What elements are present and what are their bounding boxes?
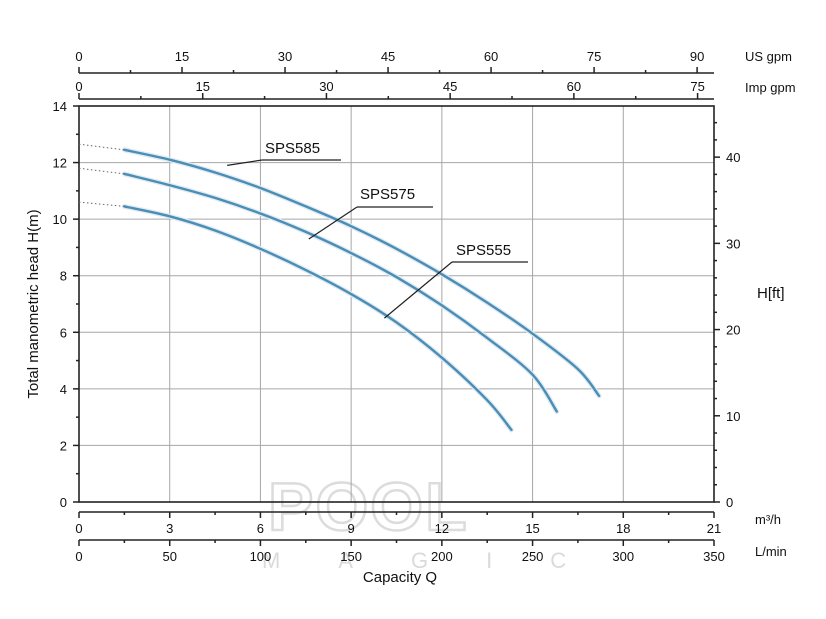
y-tick-label: 12 bbox=[53, 156, 67, 171]
impgpm-tick-label: 30 bbox=[319, 79, 333, 94]
lmin-unit-label: L/min bbox=[755, 544, 787, 559]
series-extrapolation bbox=[78, 201, 125, 207]
m3h-unit-label: m³/h bbox=[755, 512, 781, 527]
series-label-leader bbox=[308, 206, 358, 240]
y-tick-label: 8 bbox=[60, 269, 67, 284]
lmin-tick-label: 350 bbox=[703, 549, 725, 564]
ft-tick-label: 10 bbox=[726, 409, 740, 424]
m3h-tick-label: 21 bbox=[707, 521, 721, 536]
watermark: POOL MAGIC bbox=[262, 468, 624, 573]
series-extrapolation bbox=[78, 167, 125, 175]
lmin-tick-label: 150 bbox=[340, 549, 362, 564]
series-line-halo bbox=[121, 171, 560, 414]
usgpm-tick-label: 60 bbox=[484, 49, 498, 64]
lmin-tick-label: 50 bbox=[162, 549, 176, 564]
series-extrapolation bbox=[78, 143, 125, 151]
series-label: SPS575 bbox=[360, 186, 415, 203]
x-axis-title: Capacity Q bbox=[363, 569, 437, 586]
ft-tick-label: 40 bbox=[726, 150, 740, 165]
y-tick-label: 2 bbox=[60, 438, 67, 453]
lmin-tick-label: 250 bbox=[522, 549, 544, 564]
ft-tick-label: 0 bbox=[726, 495, 733, 510]
watermark-sub: MAGIC bbox=[262, 548, 624, 573]
lmin-tick-label: 100 bbox=[250, 549, 272, 564]
y-tick-label: 6 bbox=[60, 325, 67, 340]
watermark-main: POOL bbox=[268, 469, 469, 545]
axes: 0 2 4 6 8 10 12 14 0 10 20 30 40 H[ft] 0 3 6 9 12 15 18 21 m³/… bbox=[53, 49, 796, 564]
ft-tick-label: 20 bbox=[726, 323, 740, 338]
y-tick-label: 10 bbox=[53, 212, 67, 227]
m3h-tick-label: 6 bbox=[257, 521, 264, 536]
usgpm-tick-label: 30 bbox=[278, 49, 292, 64]
usgpm-tick-label: 90 bbox=[690, 49, 704, 64]
m3h-tick-label: 18 bbox=[616, 521, 630, 536]
impgpm-unit-label: Imp gpm bbox=[745, 80, 796, 95]
impgpm-tick-label: 0 bbox=[75, 79, 82, 94]
m3h-tick-label: 3 bbox=[166, 521, 173, 536]
usgpm-tick-label: 45 bbox=[381, 49, 395, 64]
series-label: SPS555 bbox=[456, 242, 511, 259]
lmin-tick-label: 200 bbox=[431, 549, 453, 564]
series-layer: SPS585 SPS575 SPS555 bbox=[78, 140, 602, 433]
series-line bbox=[123, 172, 558, 413]
series-label: SPS585 bbox=[265, 140, 320, 157]
series-line bbox=[123, 148, 601, 398]
impgpm-tick-label: 15 bbox=[195, 79, 209, 94]
ft-tick-label: 30 bbox=[726, 236, 740, 251]
impgpm-tick-label: 75 bbox=[690, 79, 704, 94]
usgpm-tick-label: 15 bbox=[175, 49, 189, 64]
impgpm-tick-label: 60 bbox=[567, 79, 581, 94]
lmin-tick-label: 300 bbox=[612, 549, 634, 564]
lmin-tick-label: 0 bbox=[75, 549, 82, 564]
grid bbox=[79, 106, 714, 502]
m3h-tick-label: 12 bbox=[435, 521, 449, 536]
series-line bbox=[123, 205, 513, 432]
usgpm-tick-label: 0 bbox=[75, 49, 82, 64]
series-label-leader bbox=[227, 159, 263, 166]
y-tick-label: 4 bbox=[60, 382, 67, 397]
y-tick-label: 0 bbox=[60, 495, 67, 510]
ft-axis-title: H[ft] bbox=[757, 285, 785, 302]
m3h-tick-label: 9 bbox=[348, 521, 355, 536]
usgpm-tick-label: 75 bbox=[587, 49, 601, 64]
y-tick-label: 14 bbox=[53, 99, 67, 114]
impgpm-tick-label: 45 bbox=[443, 79, 457, 94]
plot-frame bbox=[78, 105, 715, 503]
usgpm-unit-label: US gpm bbox=[745, 49, 792, 64]
series-label-leader bbox=[384, 261, 453, 319]
m3h-tick-label: 15 bbox=[525, 521, 539, 536]
y-axis-title: Total manometric head H(m) bbox=[25, 209, 42, 398]
m3h-tick-label: 0 bbox=[75, 521, 82, 536]
